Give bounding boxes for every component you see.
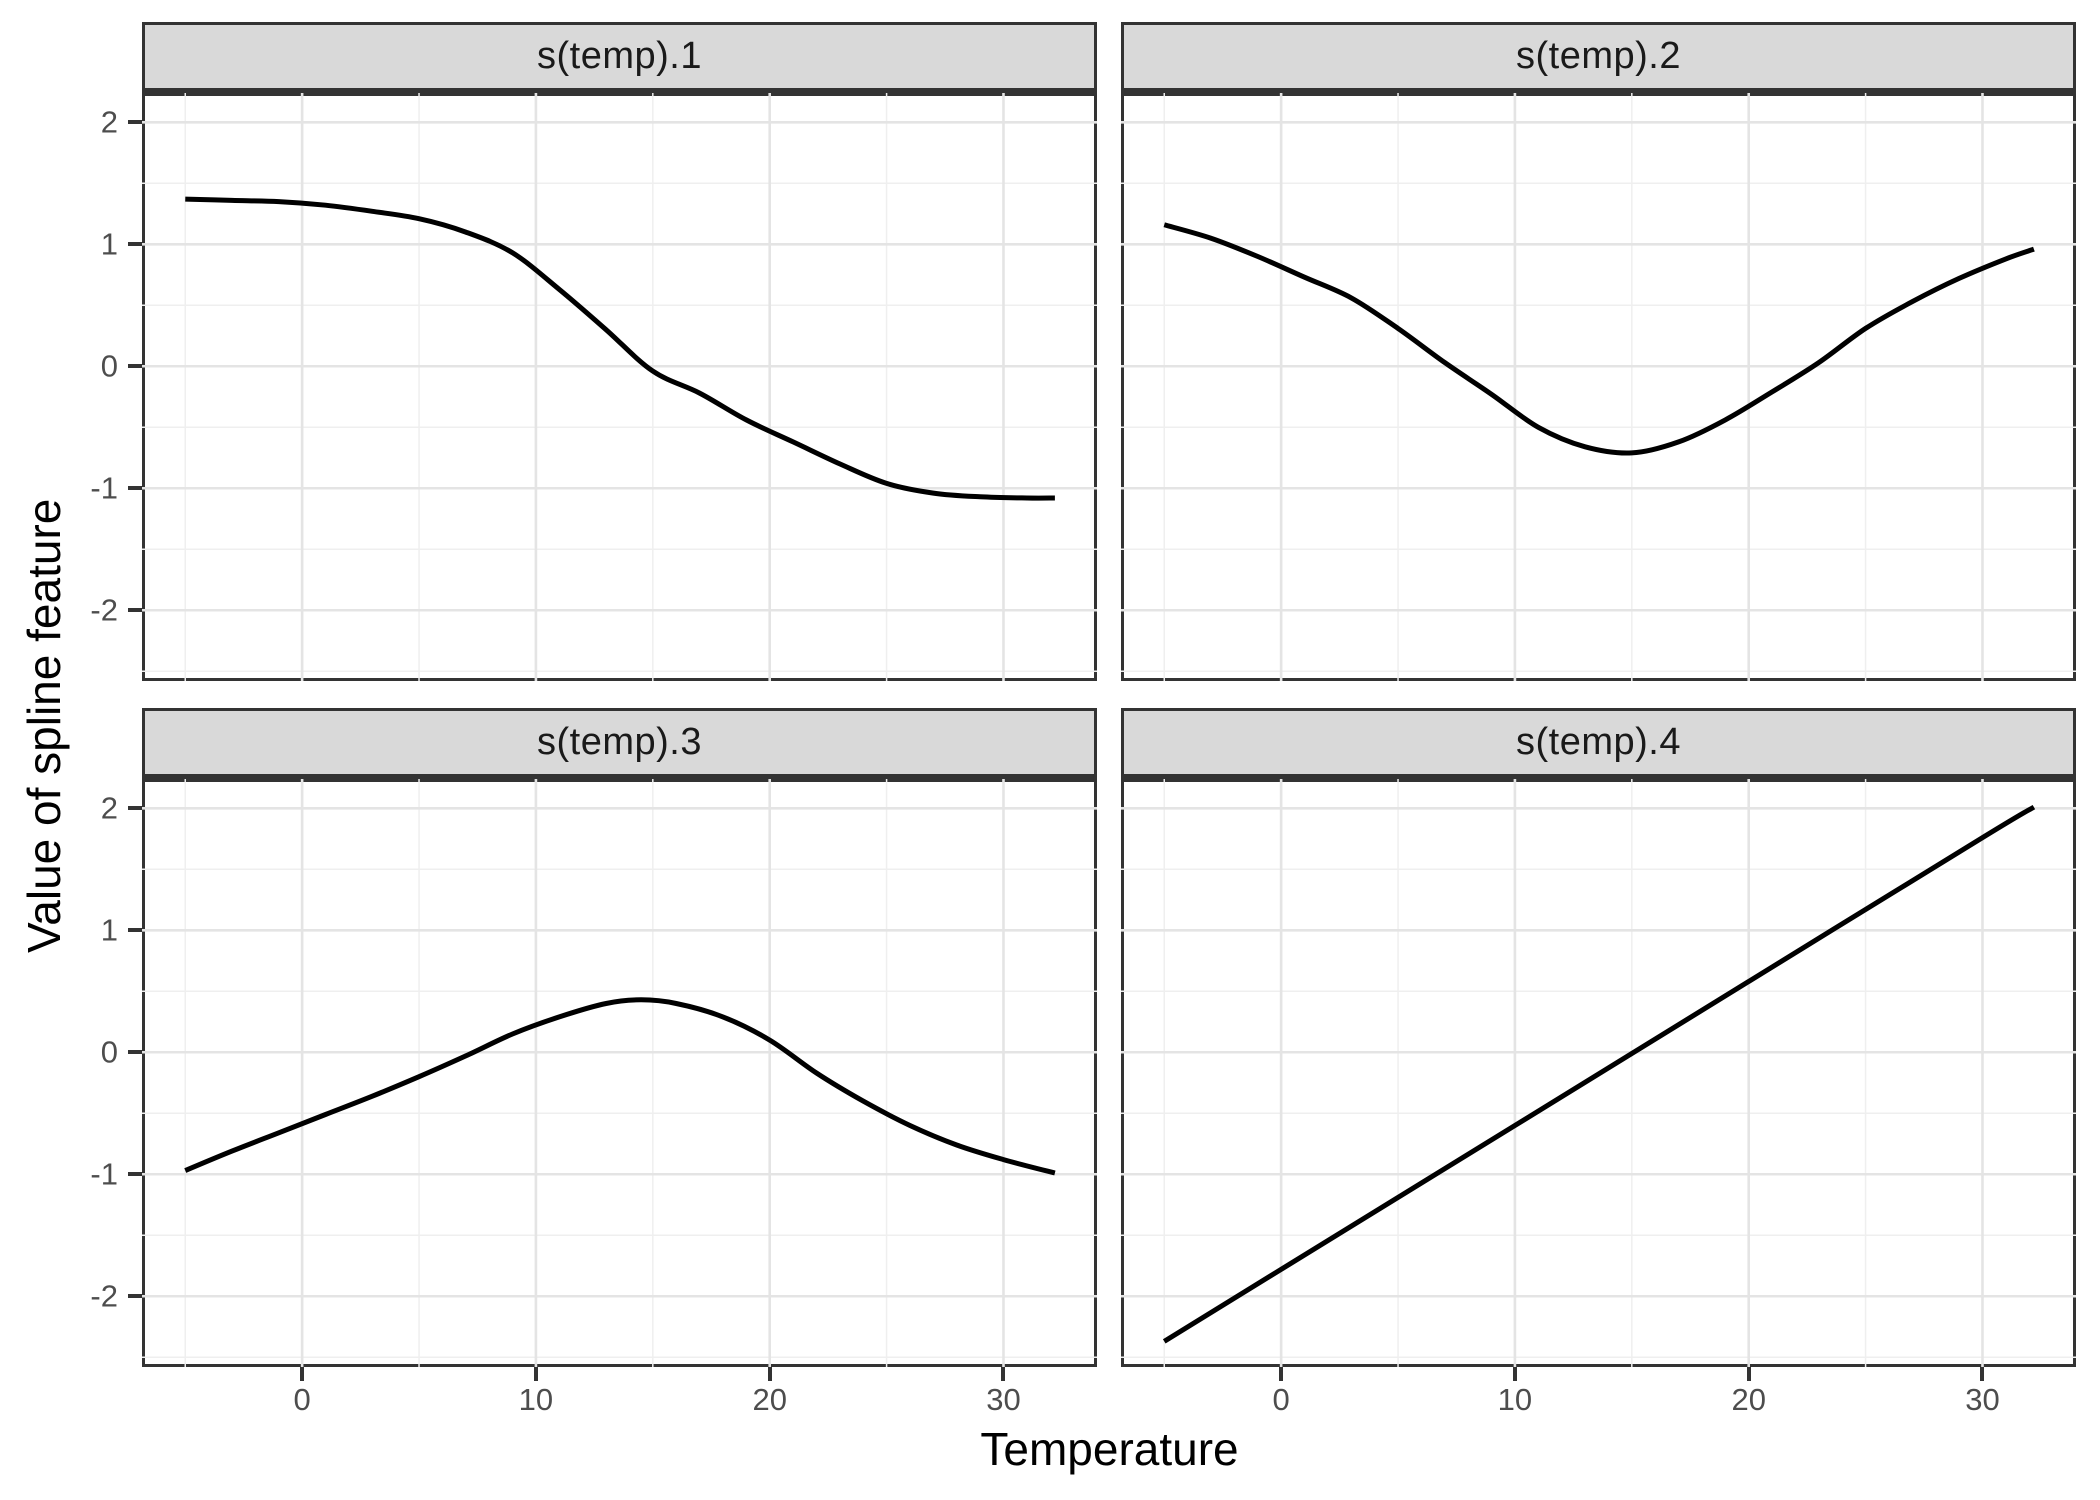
y-tick-label: -2 xyxy=(90,1278,118,1314)
facet-strip: s(temp).2 xyxy=(1121,22,2076,93)
x-tick-mark xyxy=(1746,1367,1751,1381)
x-tick-mark xyxy=(300,1367,305,1381)
y-tick-label: -1 xyxy=(90,1156,118,1192)
x-tick-label: 30 xyxy=(1965,1382,2000,1417)
y-tick-mark xyxy=(128,486,142,491)
y-tick-label: -1 xyxy=(90,470,118,506)
y-tick-mark xyxy=(128,1294,142,1299)
facet-panel xyxy=(1121,779,2076,1367)
facet-strip-label: s(temp).2 xyxy=(1516,35,1681,77)
spline-curve xyxy=(184,997,1056,1176)
x-tick-mark xyxy=(767,1367,772,1381)
y-tick-label: 0 xyxy=(100,1034,118,1070)
y-tick-label: -2 xyxy=(90,592,118,628)
x-tick-mark xyxy=(1001,1367,1006,1381)
facet-strip: s(temp).3 xyxy=(142,708,1097,779)
y-tick-label: 1 xyxy=(100,912,118,948)
facet-panel xyxy=(142,779,1097,1367)
facet-panel xyxy=(142,93,1097,681)
facet-strip-label: s(temp).3 xyxy=(537,721,702,763)
spline-plot-4 xyxy=(1121,779,2076,1367)
spline-plot-3 xyxy=(142,779,1097,1367)
y-tick-label: 2 xyxy=(100,790,118,826)
y-tick-label: 2 xyxy=(100,104,118,140)
x-axis-title: Temperature xyxy=(980,1423,1239,1475)
spline-plot-1 xyxy=(142,93,1097,681)
x-tick-mark xyxy=(1279,1367,1284,1381)
x-tick-mark xyxy=(1980,1367,1985,1381)
y-tick-mark xyxy=(128,242,142,247)
x-tick-mark xyxy=(1512,1367,1517,1381)
x-tick-label: 10 xyxy=(1497,1382,1533,1417)
y-tick-mark xyxy=(128,928,142,933)
y-axis-title: Value of spline feature xyxy=(18,498,70,954)
spline-curve xyxy=(1163,222,2035,456)
x-tick-label: 10 xyxy=(518,1382,554,1417)
y-tick-mark xyxy=(128,120,142,125)
x-tick-label: 20 xyxy=(1731,1382,1766,1417)
x-tick-label: 0 xyxy=(1272,1382,1290,1417)
y-tick-mark xyxy=(128,364,142,369)
y-tick-mark xyxy=(128,608,142,613)
y-tick-mark xyxy=(128,1050,142,1055)
spline-curve xyxy=(185,196,1055,501)
facet-strip: s(temp).4 xyxy=(1121,708,2076,779)
spline-plot-2 xyxy=(1121,93,2076,681)
facet-strip-label: s(temp).1 xyxy=(537,35,702,77)
y-tick-label: 0 xyxy=(100,348,118,384)
x-tick-label: 20 xyxy=(752,1382,787,1417)
y-tick-label: 1 xyxy=(100,226,118,262)
x-tick-label: 0 xyxy=(293,1382,311,1417)
y-tick-mark xyxy=(128,806,142,811)
y-tick-mark xyxy=(128,1172,142,1177)
facet-panel xyxy=(1121,93,2076,681)
spline-curve xyxy=(1162,804,2036,1344)
facet-strip-label: s(temp).4 xyxy=(1516,721,1681,763)
x-tick-mark xyxy=(533,1367,538,1381)
x-tick-label: 30 xyxy=(986,1382,1021,1417)
facet-strip: s(temp).1 xyxy=(142,22,1097,93)
